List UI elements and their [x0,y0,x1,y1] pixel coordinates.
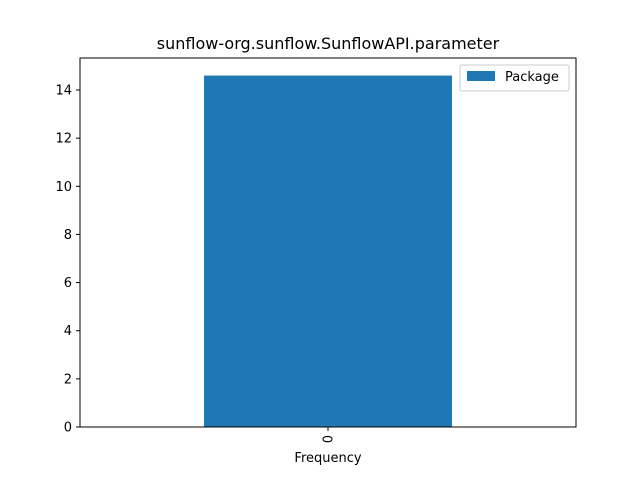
y-tick-label: 4 [64,324,72,339]
chart-title: sunflow-org.sunflow.SunflowAPI.parameter [157,34,500,53]
y-axis: 0 2 4 6 8 10 12 14 [55,84,80,436]
y-tick-label: 8 [64,228,72,243]
y-tick-label: 6 [64,276,72,291]
x-axis: 0 [322,427,337,443]
y-tick-label: 12 [55,132,72,147]
y-tick-label: 10 [55,180,72,195]
bars-group [204,75,452,428]
y-tick-label: 2 [64,372,72,387]
y-tick-label: 0 [64,421,72,436]
legend-swatch [467,71,495,81]
legend: Package [459,64,570,92]
bar-0 [204,75,452,428]
x-axis-label: Frequency [294,451,361,466]
legend-label: Package [505,70,559,85]
x-tick-label: 0 [322,435,337,443]
y-tick-label: 14 [55,84,72,99]
